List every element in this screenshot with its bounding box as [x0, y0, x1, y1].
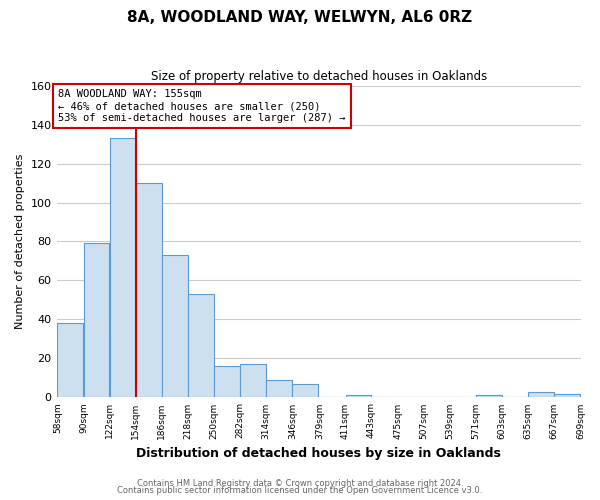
Bar — [110, 138, 136, 398]
Bar — [266, 380, 292, 398]
Text: Contains HM Land Registry data © Crown copyright and database right 2024.: Contains HM Land Registry data © Crown c… — [137, 478, 463, 488]
Text: 8A, WOODLAND WAY, WELWYN, AL6 0RZ: 8A, WOODLAND WAY, WELWYN, AL6 0RZ — [127, 10, 473, 25]
Bar — [188, 294, 214, 398]
X-axis label: Distribution of detached houses by size in Oaklands: Distribution of detached houses by size … — [136, 447, 502, 460]
Bar — [214, 366, 240, 398]
Bar — [240, 364, 266, 398]
Bar — [346, 396, 371, 398]
Bar — [136, 183, 161, 398]
Text: Contains public sector information licensed under the Open Government Licence v3: Contains public sector information licen… — [118, 486, 482, 495]
Bar — [58, 324, 83, 398]
Bar — [83, 244, 109, 398]
Title: Size of property relative to detached houses in Oaklands: Size of property relative to detached ho… — [151, 70, 487, 83]
Y-axis label: Number of detached properties: Number of detached properties — [15, 154, 25, 329]
Bar — [529, 392, 554, 398]
Text: 8A WOODLAND WAY: 155sqm
← 46% of detached houses are smaller (250)
53% of semi-d: 8A WOODLAND WAY: 155sqm ← 46% of detache… — [58, 90, 346, 122]
Bar — [554, 394, 580, 398]
Bar — [162, 255, 188, 398]
Bar — [476, 396, 502, 398]
Bar — [292, 384, 319, 398]
